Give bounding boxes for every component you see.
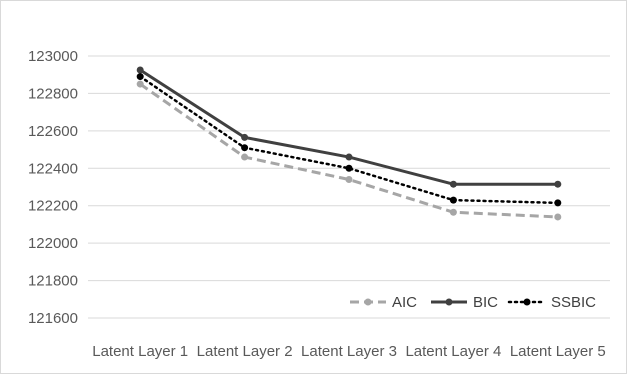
- ssbic-legend-label: SSBIC: [551, 294, 596, 311]
- aic-legend-marker: [364, 298, 372, 306]
- ssbic-point: [345, 164, 353, 172]
- bic-point: [345, 153, 353, 161]
- ssbic-point: [449, 196, 457, 204]
- bic-point: [136, 66, 144, 74]
- aic-series-line: [139, 82, 558, 219]
- bic-legend-label: BIC: [473, 294, 498, 311]
- aic-point: [554, 213, 562, 221]
- aic-legend-label: AIC: [392, 294, 417, 311]
- x-axis-ticks: Latent Layer 1 Latent Layer 2 Latent Layer…: [92, 343, 606, 360]
- ssbic-legend-marker: [523, 298, 531, 306]
- x-tick-label: Latent Layer 5: [510, 343, 606, 360]
- ssbic-series-line: [138, 75, 560, 205]
- aic-point: [449, 208, 457, 216]
- aic-point: [241, 153, 249, 161]
- ssbic-point: [241, 144, 249, 152]
- y-tick-label: 122400: [28, 160, 78, 177]
- legend: AIC BIC SSBIC: [350, 294, 596, 311]
- ssbic-point: [136, 73, 144, 81]
- bic-point: [449, 180, 457, 188]
- x-tick-label: Latent Layer 4: [405, 343, 501, 360]
- y-tick-label: 122800: [28, 85, 78, 102]
- y-tick-label: 122200: [28, 198, 78, 215]
- x-tick-label: Latent Layer 1: [92, 343, 188, 360]
- bic-point: [554, 180, 562, 188]
- x-tick-label: Latent Layer 3: [301, 343, 397, 360]
- aic-point: [136, 80, 144, 88]
- y-tick-label: 121800: [28, 273, 78, 290]
- bic-point: [241, 133, 249, 141]
- y-tick-label: 122000: [28, 235, 78, 252]
- bic-legend-marker: [445, 298, 453, 306]
- y-tick-label: 121600: [28, 310, 78, 327]
- y-axis-ticks: 121600 121800 122000 122200 122400 122600 1228…: [28, 48, 78, 327]
- series-lines: [136, 66, 562, 221]
- y-tick-label: 123000: [28, 48, 78, 65]
- y-tick-label: 122600: [28, 123, 78, 140]
- ssbic-point: [554, 199, 562, 207]
- x-tick-label: Latent Layer 2: [197, 343, 293, 360]
- aic-point: [345, 176, 353, 184]
